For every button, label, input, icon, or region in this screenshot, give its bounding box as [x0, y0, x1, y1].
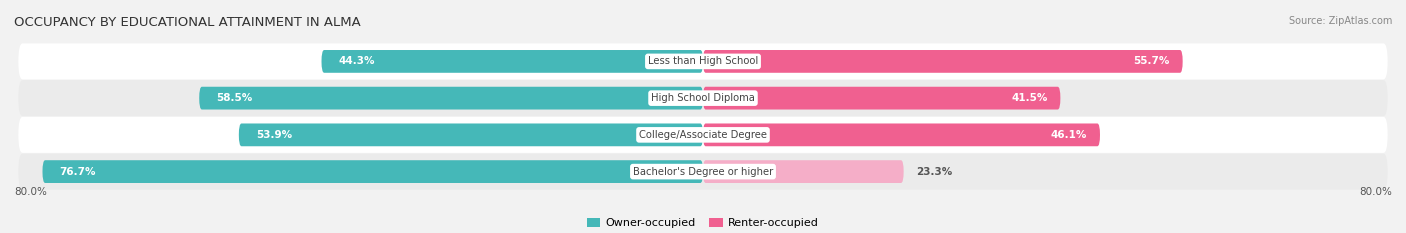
FancyBboxPatch shape: [18, 43, 1388, 79]
Text: Less than High School: Less than High School: [648, 56, 758, 66]
FancyBboxPatch shape: [703, 160, 904, 183]
Text: College/Associate Degree: College/Associate Degree: [638, 130, 768, 140]
FancyBboxPatch shape: [200, 87, 703, 110]
Text: 80.0%: 80.0%: [1360, 187, 1392, 197]
Text: Bachelor's Degree or higher: Bachelor's Degree or higher: [633, 167, 773, 177]
Text: 80.0%: 80.0%: [14, 187, 46, 197]
Text: 58.5%: 58.5%: [217, 93, 253, 103]
Text: Source: ZipAtlas.com: Source: ZipAtlas.com: [1288, 16, 1392, 26]
FancyBboxPatch shape: [18, 80, 1388, 116]
Text: 41.5%: 41.5%: [1011, 93, 1047, 103]
FancyBboxPatch shape: [703, 87, 1060, 110]
FancyBboxPatch shape: [703, 123, 1099, 146]
FancyBboxPatch shape: [18, 117, 1388, 153]
Text: 23.3%: 23.3%: [917, 167, 953, 177]
Text: 76.7%: 76.7%: [59, 167, 96, 177]
FancyBboxPatch shape: [42, 160, 703, 183]
FancyBboxPatch shape: [322, 50, 703, 73]
Text: 55.7%: 55.7%: [1133, 56, 1170, 66]
FancyBboxPatch shape: [239, 123, 703, 146]
FancyBboxPatch shape: [703, 50, 1182, 73]
Legend: Owner-occupied, Renter-occupied: Owner-occupied, Renter-occupied: [586, 218, 820, 228]
Text: OCCUPANCY BY EDUCATIONAL ATTAINMENT IN ALMA: OCCUPANCY BY EDUCATIONAL ATTAINMENT IN A…: [14, 16, 361, 29]
FancyBboxPatch shape: [18, 154, 1388, 190]
Text: 46.1%: 46.1%: [1050, 130, 1087, 140]
Text: 44.3%: 44.3%: [339, 56, 375, 66]
Text: High School Diploma: High School Diploma: [651, 93, 755, 103]
Text: 53.9%: 53.9%: [256, 130, 292, 140]
